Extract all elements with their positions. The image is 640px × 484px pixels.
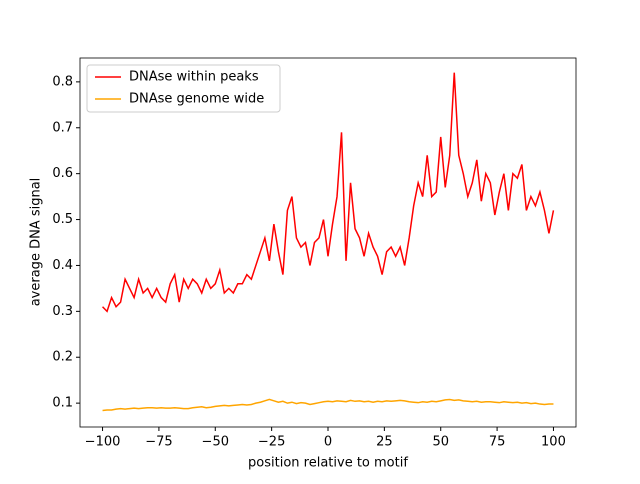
x-tick-label: −100 (85, 435, 121, 450)
x-tick-label: 50 (432, 435, 449, 450)
y-tick-label: 0.7 (52, 120, 73, 135)
x-tick-label: 75 (489, 435, 506, 450)
legend-label: DNAse genome wide (129, 92, 264, 107)
data-line (102, 72, 555, 313)
y-axis-label: average DNA signal (29, 178, 44, 307)
x-tick-label: 0 (324, 435, 332, 450)
x-axis-label: position relative to motif (248, 456, 408, 471)
legend: DNAse within peaks DNAse genome wide (86, 64, 281, 113)
x-tick-label: −50 (202, 435, 229, 450)
y-tick-label: 0.3 (52, 304, 73, 319)
y-tick-label: 0.1 (52, 396, 73, 411)
legend-box (86, 64, 281, 113)
y-tick-label: 0.6 (52, 166, 73, 181)
legend-label: DNAse within peaks (129, 70, 259, 85)
y-tick-label: 0.5 (52, 212, 73, 227)
x-tick-label: 25 (376, 435, 393, 450)
y-tick-label: 0.2 (52, 350, 73, 365)
x-tick-label: −25 (258, 435, 285, 450)
x-tick-label: 100 (541, 435, 566, 450)
y-tick-label: 0.4 (52, 258, 73, 273)
plot-frame (79, 57, 577, 428)
y-tick-label: 0.8 (52, 74, 73, 89)
data-line (102, 398, 554, 412)
x-tick-label: −75 (145, 435, 172, 450)
